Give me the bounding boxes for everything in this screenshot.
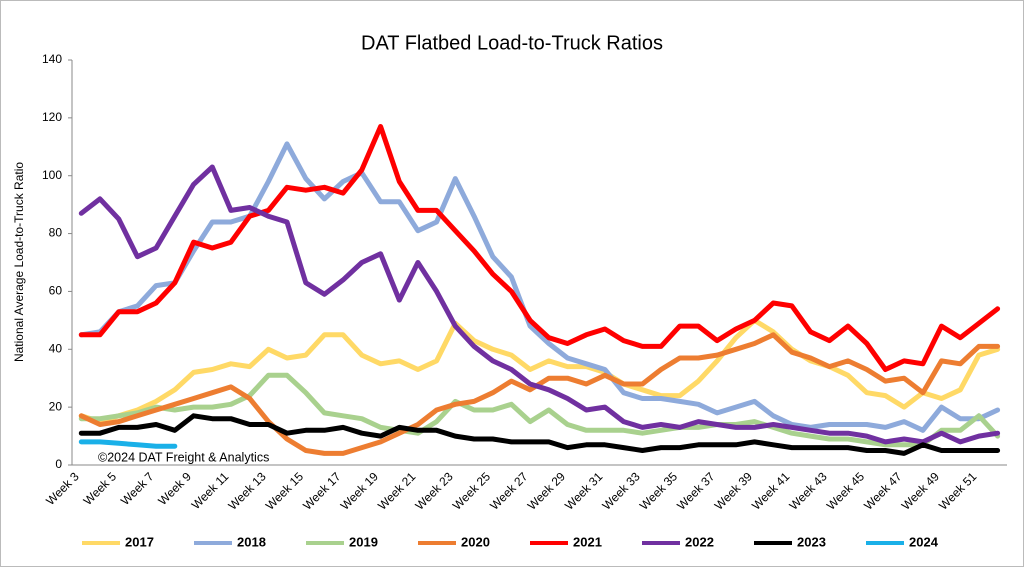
- y-tick-label: 40: [49, 341, 63, 355]
- legend-label: 2023: [797, 534, 826, 549]
- chart-title: DAT Flatbed Load-to-Truck Ratios: [361, 32, 663, 54]
- series-line: [78, 124, 1001, 372]
- legend-label: 2020: [461, 534, 490, 549]
- legend-label: 2019: [349, 534, 378, 549]
- y-tick-label: 80: [49, 226, 63, 240]
- series-line: [78, 372, 1001, 448]
- annotation: ©2024 DAT Freight & Analytics: [98, 450, 269, 464]
- y-tick-label: 20: [49, 399, 63, 413]
- legend-label: 2021: [573, 534, 602, 549]
- series-line: [78, 439, 178, 449]
- legend-label: 2024: [909, 534, 939, 549]
- series-line: [78, 317, 1001, 425]
- y-tick-label: 0: [55, 457, 62, 471]
- legend-label: 2017: [125, 534, 154, 549]
- series-line: [78, 141, 1001, 433]
- y-tick-label: 120: [42, 110, 62, 124]
- series-line: [78, 332, 1001, 456]
- series-line: [78, 413, 1001, 456]
- legend-label: 2018: [237, 534, 266, 549]
- legend-label: 2022: [685, 534, 714, 549]
- y-axis-label: National Average Load-to-Truck Ratio: [12, 162, 26, 362]
- y-tick-label: 60: [49, 284, 63, 298]
- series-line: [78, 164, 1001, 445]
- y-tick-label: 140: [42, 52, 62, 66]
- y-tick-label: 100: [42, 168, 62, 182]
